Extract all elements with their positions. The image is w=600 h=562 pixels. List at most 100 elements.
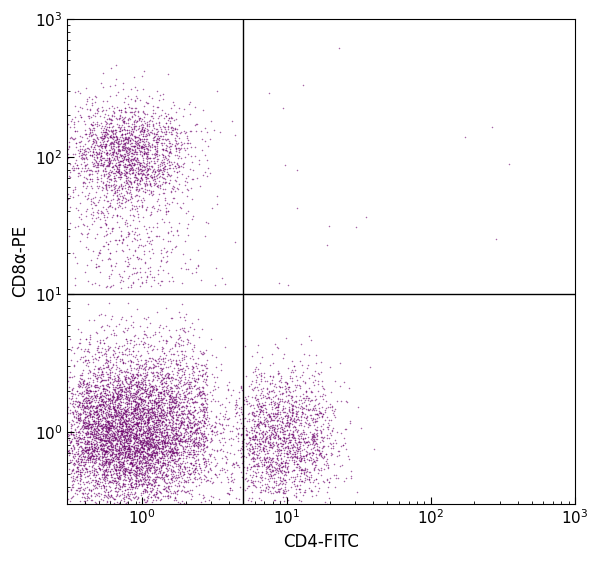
Point — [77, 383, 86, 392]
Point — [89, 407, 99, 416]
Point — [110, 342, 119, 351]
Point — [164, 237, 173, 246]
Point — [178, 409, 187, 418]
Point — [81, 456, 91, 465]
Point — [86, 453, 95, 462]
Point — [152, 465, 161, 474]
Point — [86, 147, 95, 156]
Point — [75, 414, 85, 423]
Point — [196, 447, 205, 456]
Point — [103, 432, 113, 441]
Point — [115, 465, 125, 474]
Point — [147, 429, 157, 438]
Point — [148, 119, 157, 128]
Point — [151, 435, 161, 444]
Point — [94, 368, 103, 377]
Point — [113, 393, 123, 402]
Point — [281, 442, 291, 451]
Point — [86, 419, 95, 428]
Point — [131, 468, 140, 477]
Point — [93, 410, 103, 419]
Point — [113, 167, 122, 176]
Point — [131, 340, 140, 349]
Point — [158, 460, 167, 469]
Point — [173, 392, 183, 401]
Point — [133, 482, 142, 491]
Point — [86, 486, 95, 495]
Point — [115, 147, 124, 156]
Point — [119, 340, 129, 349]
Point — [197, 398, 206, 407]
Point — [296, 457, 306, 466]
Point — [314, 466, 324, 475]
Point — [101, 393, 110, 402]
Point — [164, 416, 174, 425]
Point — [177, 434, 187, 443]
Point — [83, 346, 93, 355]
Point — [145, 459, 155, 468]
Point — [159, 173, 169, 182]
Point — [153, 403, 163, 412]
Point — [98, 184, 108, 193]
Point — [180, 445, 190, 454]
Point — [198, 370, 208, 379]
Point — [124, 185, 133, 194]
Point — [341, 425, 351, 434]
Point — [100, 397, 110, 406]
Point — [131, 183, 140, 192]
Point — [155, 389, 165, 398]
Point — [244, 439, 253, 448]
Point — [185, 437, 195, 446]
Point — [242, 465, 251, 474]
Point — [104, 126, 113, 135]
Point — [82, 146, 91, 155]
Point — [160, 414, 170, 423]
Point — [282, 452, 292, 461]
Point — [106, 411, 116, 420]
Point — [283, 418, 292, 427]
Point — [102, 497, 112, 506]
Point — [310, 433, 320, 442]
Point — [196, 441, 205, 450]
Point — [148, 447, 158, 456]
Point — [181, 177, 190, 186]
Point — [95, 473, 104, 482]
Point — [101, 142, 111, 151]
Point — [273, 445, 283, 454]
Point — [152, 413, 161, 422]
Point — [149, 440, 158, 449]
Point — [104, 419, 113, 428]
Point — [94, 492, 104, 501]
Point — [109, 416, 119, 425]
Point — [280, 430, 289, 439]
Point — [146, 449, 156, 458]
Point — [76, 405, 86, 414]
Point — [85, 174, 95, 183]
Point — [281, 333, 291, 342]
Point — [129, 451, 139, 460]
Point — [163, 147, 172, 156]
Point — [280, 411, 290, 420]
Point — [161, 411, 171, 420]
Point — [95, 155, 104, 164]
Point — [95, 391, 105, 400]
Point — [73, 415, 83, 424]
Point — [187, 194, 197, 203]
Point — [239, 396, 249, 405]
Point — [132, 153, 142, 162]
Point — [170, 471, 179, 480]
Point — [197, 382, 206, 391]
Point — [67, 134, 76, 143]
Point — [146, 480, 156, 489]
Point — [128, 318, 138, 327]
Point — [165, 361, 175, 370]
Point — [198, 411, 208, 420]
Point — [90, 383, 100, 392]
Point — [120, 402, 130, 411]
Point — [122, 419, 131, 428]
Point — [121, 428, 130, 437]
Point — [299, 445, 308, 454]
Point — [104, 430, 114, 439]
Point — [143, 166, 153, 175]
Point — [96, 149, 106, 158]
